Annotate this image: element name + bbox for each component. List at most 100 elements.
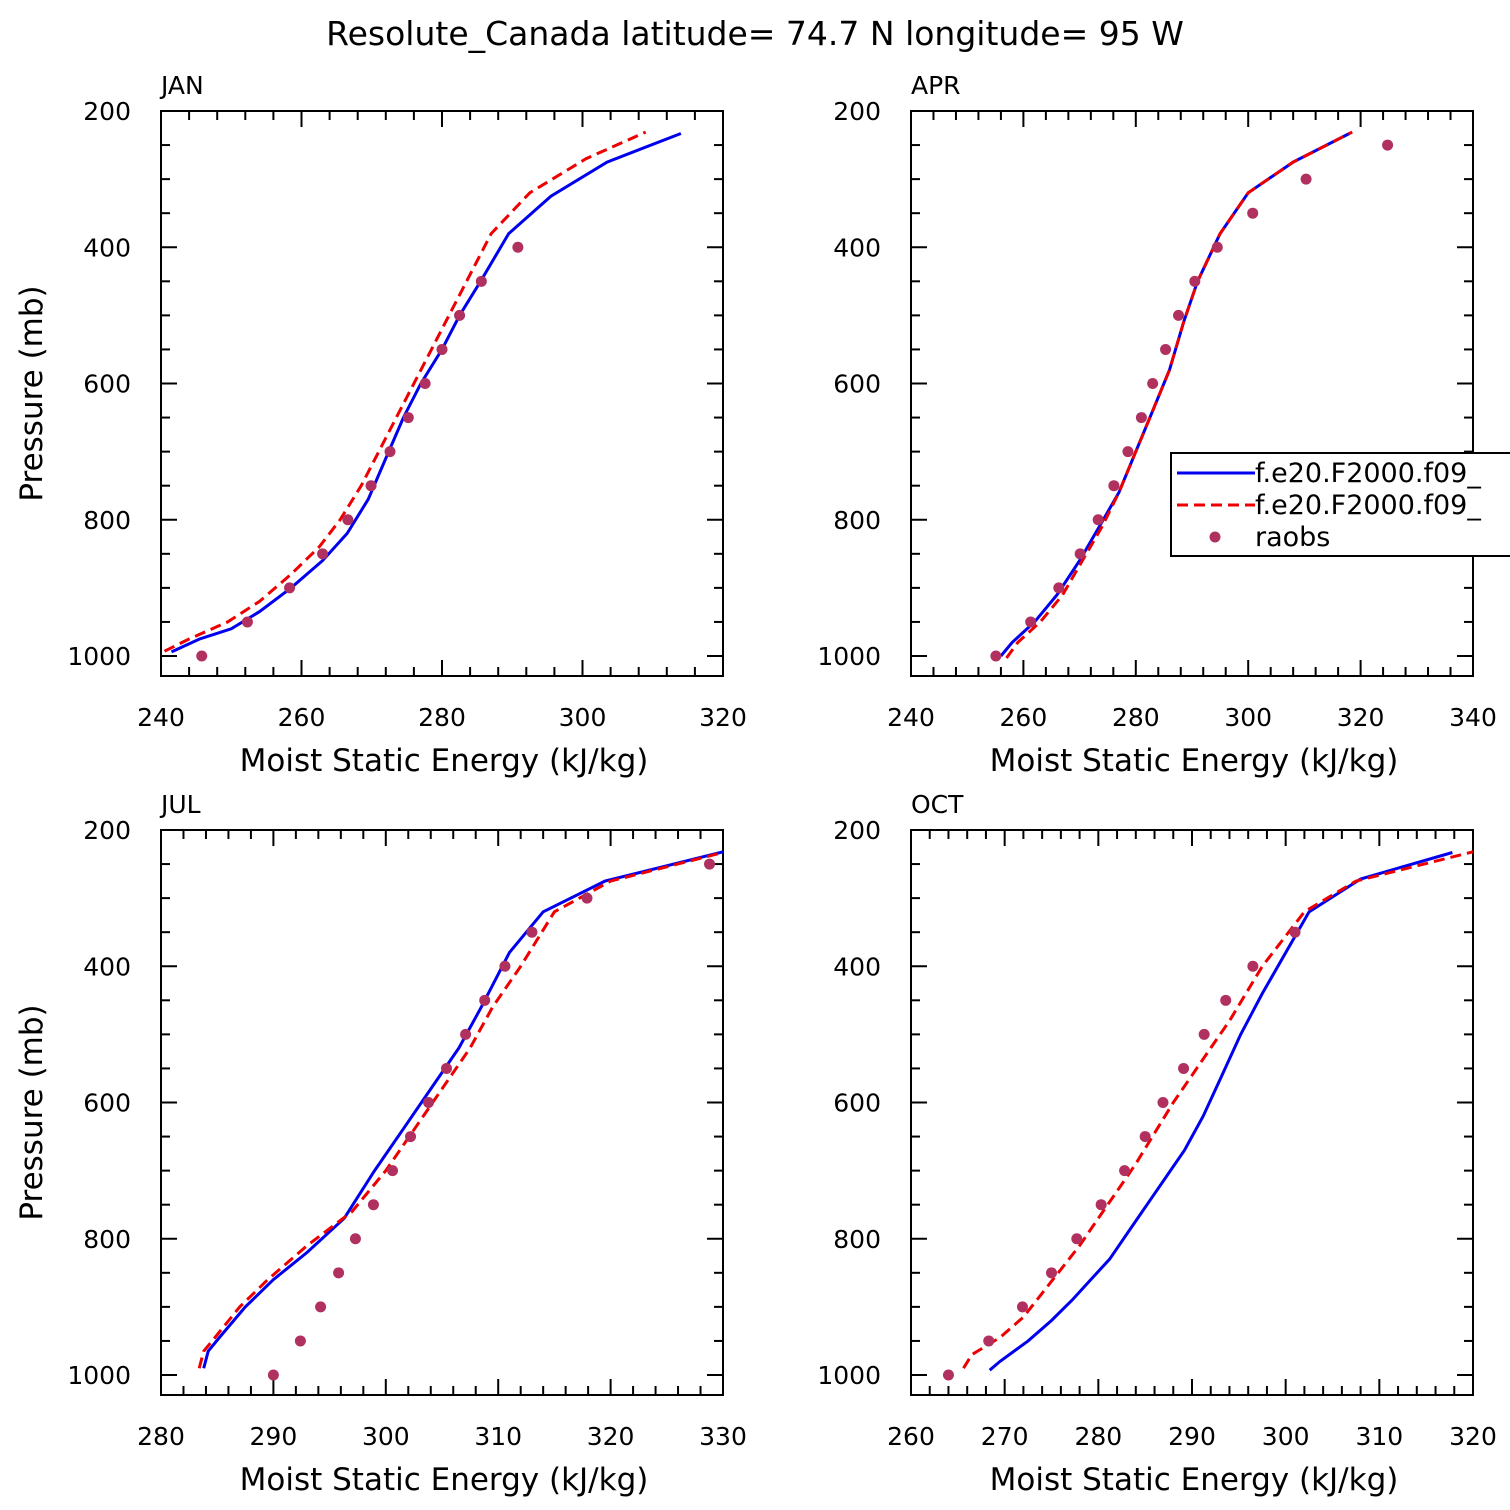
y-tick-label: 200 (83, 816, 131, 845)
obs-point (1108, 480, 1120, 492)
obs-point (1147, 378, 1159, 389)
obs-point (460, 1028, 472, 1040)
y-tick-label: 600 (83, 370, 131, 399)
x-tick-label: 310 (474, 1422, 522, 1451)
figure-title: Resolute_Canada latitude= 74.7 N longitu… (326, 14, 1184, 53)
obs-point (315, 1301, 327, 1313)
x-tick-label: 320 (1337, 703, 1385, 732)
x-tick-label: 320 (1449, 1422, 1497, 1451)
obs-point (1198, 1028, 1210, 1040)
legend-box (1170, 452, 1510, 557)
model-solid-line (202, 850, 723, 1369)
y-tick-label: 400 (833, 233, 881, 262)
y-tick-label: 400 (83, 233, 131, 262)
y-tick-label: 1000 (817, 642, 881, 671)
x-tick-label: 340 (1449, 703, 1497, 732)
panel-label: OCT (911, 790, 964, 819)
obs-point (423, 1097, 435, 1108)
obs-point (1139, 1131, 1151, 1143)
obs-point (1119, 1165, 1131, 1177)
y-tick-label: 800 (833, 506, 881, 535)
panel-apr: APR 240 260 280 300 320 340 200 400 600 800 1000 Moi… (817, 71, 1496, 779)
x-axis-label: Moist Static Energy (kJ/kg) (990, 743, 1399, 779)
obs-point (581, 892, 593, 904)
obs-point (475, 275, 487, 287)
obs-point (704, 858, 716, 870)
panel-jan: JAN 240 260 280 300 320 200 400 600 800 1000 Moist … (14, 71, 747, 779)
panel-jul: JUL 280 290 300 310 320 330 200 400 600 800 1000 Moi… (14, 790, 747, 1498)
obs-point (983, 1335, 995, 1347)
obs-point (387, 1165, 399, 1177)
obs-point (342, 514, 354, 526)
obs-point (402, 412, 414, 424)
obs-point (1211, 241, 1223, 253)
panel-label: JAN (159, 71, 204, 100)
y-tick-label: 800 (833, 1225, 881, 1254)
obs-point (1289, 926, 1301, 938)
obs-point (1122, 446, 1134, 458)
legend-label: f.e20.F2000.f09_ (1255, 458, 1481, 489)
y-axis-label: Pressure (mb) (14, 1004, 50, 1220)
obs-point (454, 309, 466, 321)
x-tick-label: 300 (1224, 703, 1272, 732)
x-tick-label: 320 (587, 1422, 635, 1451)
panels: JAN 240 260 280 300 320 200 400 600 800 1000 Moist … (14, 71, 1497, 1498)
obs-point (1178, 1062, 1190, 1074)
obs-point (1247, 207, 1259, 219)
x-axis-label: Moist Static Energy (kJ/kg) (990, 1462, 1399, 1498)
x-tick-label: 280 (137, 1422, 185, 1451)
obs-point (1189, 275, 1201, 287)
legend-label: raobs (1255, 522, 1330, 553)
plot-frame (160, 110, 724, 677)
x-tick-label: 310 (1355, 1422, 1403, 1451)
obs-point (440, 1062, 452, 1074)
plot-frame (160, 829, 724, 1396)
obs-point (1220, 994, 1232, 1006)
model-dashed-line (163, 130, 647, 653)
obs-point (479, 994, 491, 1006)
model-solid-line (170, 132, 682, 654)
x-tick-label: 280 (418, 703, 466, 732)
x-tick-label: 290 (250, 1422, 298, 1451)
obs-point (1046, 1267, 1057, 1279)
y-tick-label: 400 (83, 952, 131, 981)
obs-point (333, 1267, 345, 1279)
obs-point (942, 1369, 954, 1381)
x-tick-label: 240 (137, 703, 185, 732)
obs-point (1053, 582, 1065, 594)
obs-point (436, 343, 448, 355)
model-dashed-line (962, 850, 1473, 1369)
obs-point (1135, 412, 1147, 424)
y-tick-label: 800 (83, 1225, 131, 1254)
obs-point (384, 446, 396, 458)
obs-point (284, 582, 296, 594)
obs-point (405, 1131, 417, 1143)
obs-point (1092, 514, 1104, 526)
obs-point (241, 616, 253, 628)
obs-point (349, 1233, 361, 1245)
x-tick-label: 240 (887, 703, 935, 732)
model-dashed-line (1005, 130, 1353, 659)
obs-point (526, 926, 538, 938)
y-tick-label: 1000 (817, 1361, 881, 1390)
model-dashed-line (197, 850, 723, 1369)
obs-point (990, 650, 1002, 662)
obs-point (196, 650, 208, 662)
y-tick-label: 1000 (67, 642, 131, 671)
x-axis-label: Moist Static Energy (kJ/kg) (240, 743, 649, 779)
x-tick-label: 280 (1112, 703, 1160, 732)
obs-point (419, 378, 431, 389)
panel-label: APR (911, 71, 961, 100)
legend: f.e20.F2000.f09_f.e20.F2000.f09_raobs (1170, 452, 1510, 557)
obs-point (1157, 1097, 1169, 1108)
model-solid-line (999, 132, 1351, 657)
y-tick-label: 1000 (67, 1361, 131, 1390)
y-tick-label: 200 (83, 97, 131, 126)
x-tick-label: 330 (699, 1422, 747, 1451)
y-tick-label: 200 (833, 816, 881, 845)
x-tick-label: 300 (362, 1422, 410, 1451)
y-tick-label: 200 (833, 97, 881, 126)
obs-point (367, 1199, 379, 1211)
obs-point (1300, 173, 1312, 185)
plot-frame (910, 110, 1474, 677)
